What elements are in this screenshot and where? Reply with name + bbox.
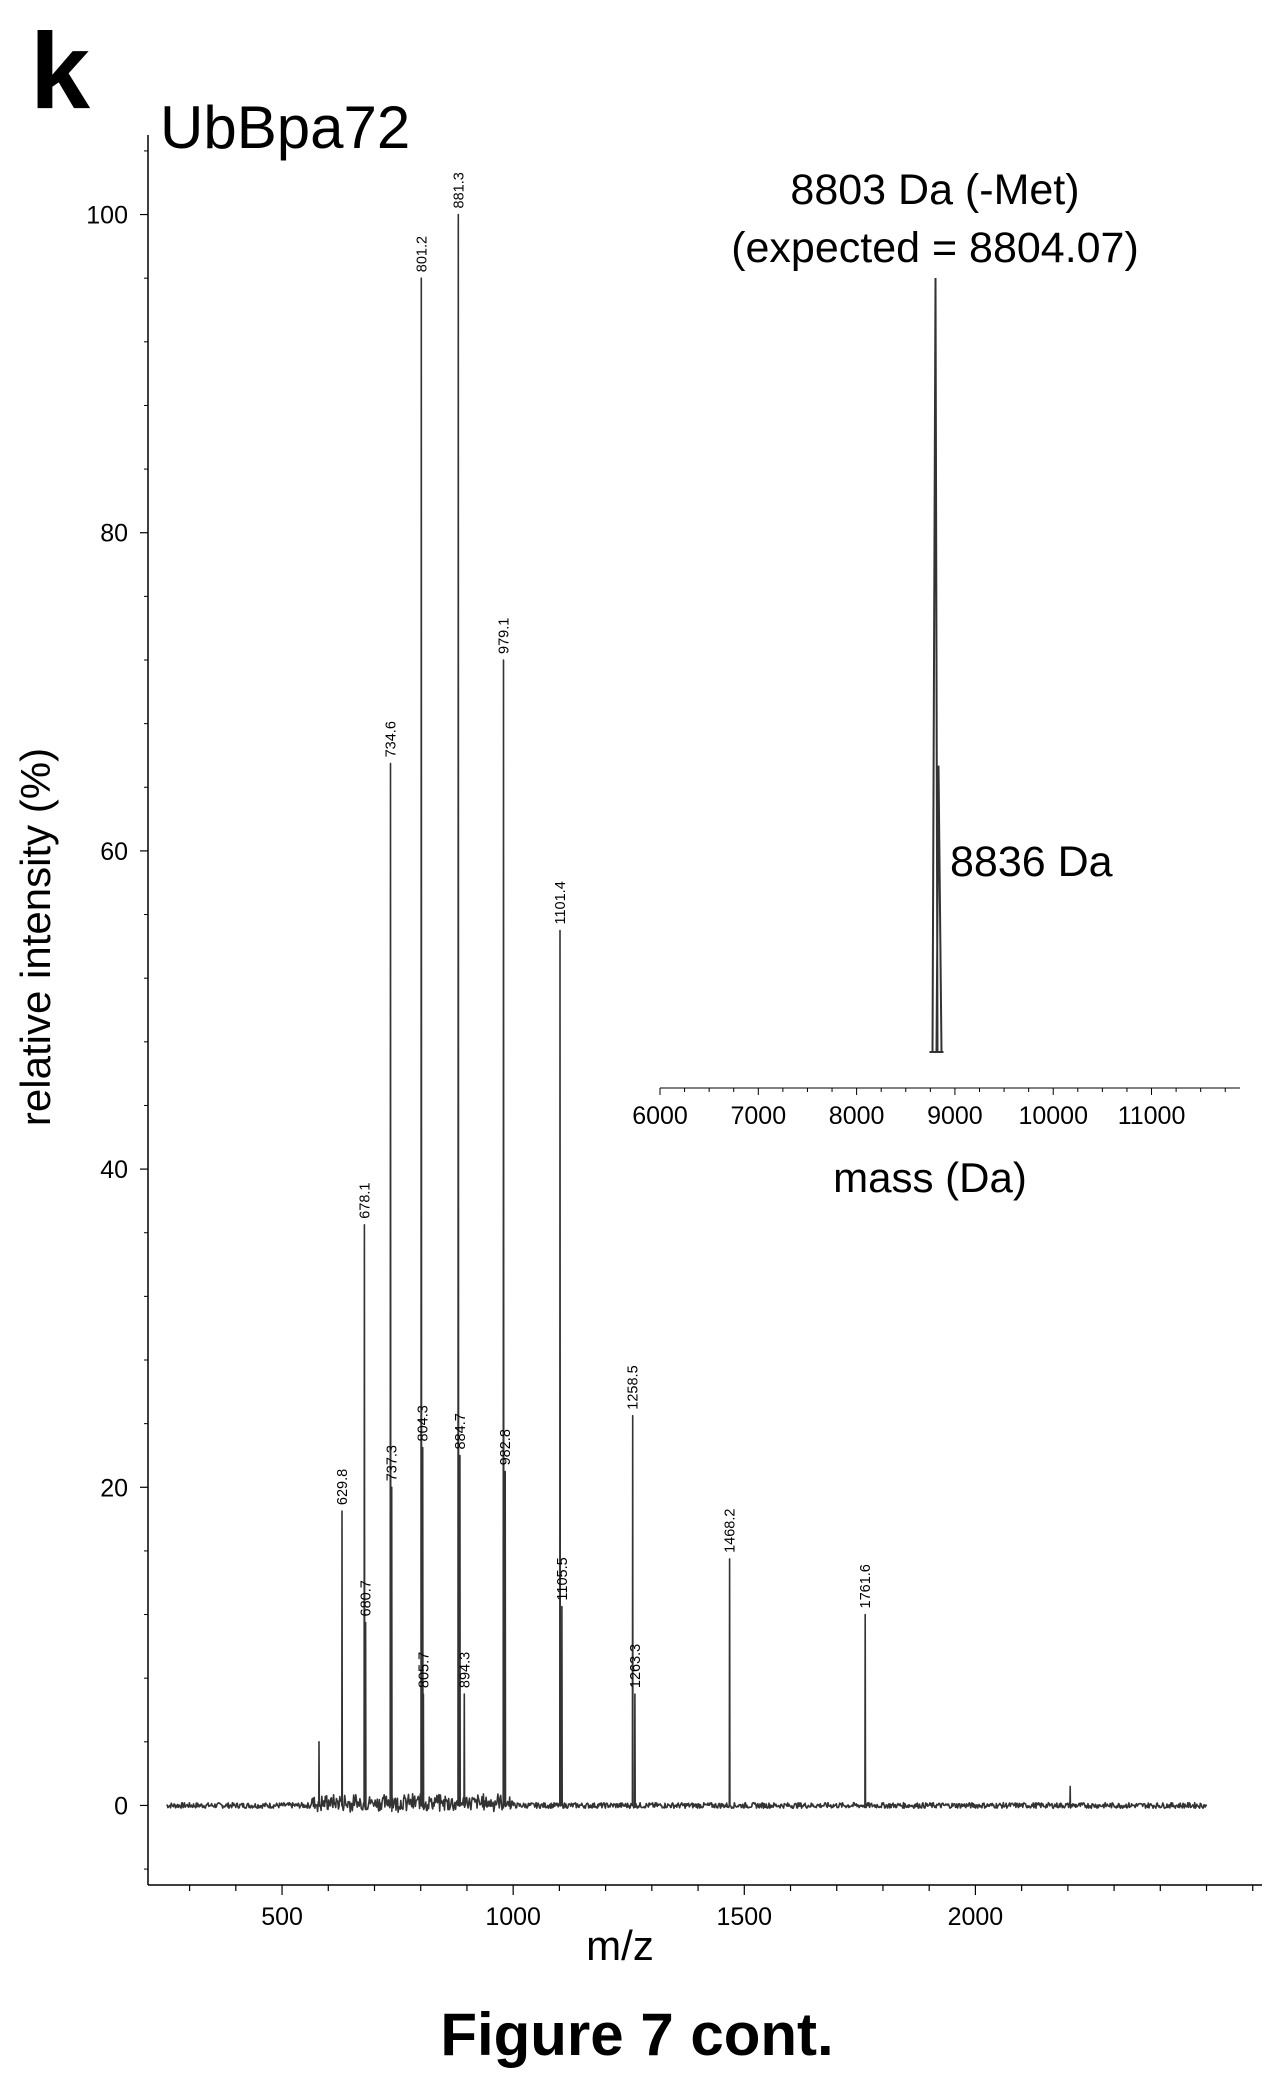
peak-label: 629.8 (335, 1469, 351, 1505)
peak-label: 894.3 (457, 1652, 473, 1688)
x-tick-label: 1500 (716, 1903, 772, 1931)
peak-label: 801.2 (414, 236, 430, 272)
x-tick-label: 500 (261, 1903, 303, 1931)
peak-label: 881.3 (451, 172, 467, 208)
y-tick-label: 60 (100, 838, 128, 866)
main-axis-ticks: 500 1000 1500 2000 0 20 40 60 80 100 (86, 150, 1254, 1931)
peak-label: 680.7 (359, 1580, 375, 1616)
peak-label: 1258.5 (626, 1365, 642, 1409)
inset-tick-label: 6000 (632, 1102, 688, 1130)
inset-tick-label: 7000 (730, 1102, 786, 1130)
panel-letter: k (30, 10, 91, 131)
y-tick-label: 0 (114, 1792, 128, 1820)
peak-label: 884.7 (453, 1413, 469, 1449)
inset-tick-label: 9000 (927, 1102, 983, 1130)
chart-title: UbBpa72 (160, 94, 410, 161)
inset-x-axis-title: mass (Da) (833, 1154, 1027, 1201)
annotation-main-mass: 8803 Da (-Met) (790, 166, 1079, 214)
inset-peak-trace (929, 277, 944, 1053)
peak-labels: 629.8 678.1 680.7 734.6 737.3 801.2 804.3 805.7… (335, 172, 874, 1688)
peak-label: 1101.4 (553, 881, 569, 924)
y-tick-label: 80 (100, 520, 128, 548)
deconvoluted-mass-inset: 6000 7000 8000 9000 10000 11000 8803 Da (-Met… (632, 166, 1240, 1201)
peak-label: 1761.6 (858, 1564, 874, 1608)
peak-label: 805.7 (416, 1652, 432, 1688)
x-tick-label: 1000 (485, 1903, 541, 1931)
annotation-expected-mass: (expected = 8804.07) (731, 224, 1139, 272)
y-tick-label: 40 (100, 1156, 128, 1184)
main-axes (147, 135, 1262, 1886)
peak-label: 979.1 (497, 618, 513, 654)
peak-label: 982.8 (498, 1429, 514, 1465)
peak-label: 1105.5 (555, 1557, 571, 1600)
peak-label: 734.6 (384, 721, 400, 757)
mass-spectrum-trace (166, 213, 1208, 1813)
x-axis-title: m/z (586, 1922, 654, 1969)
annotation-adduct-mass: 8836 Da (950, 838, 1113, 886)
figure-caption: Figure 7 cont. (440, 2001, 833, 2068)
inset-tick-label: 10000 (1018, 1102, 1088, 1130)
inset-axis-ticks: 6000 7000 8000 9000 10000 11000 (632, 1088, 1226, 1130)
y-tick-label: 20 (100, 1474, 128, 1502)
x-tick-label: 2000 (948, 1903, 1004, 1931)
peak-label: 804.3 (416, 1405, 432, 1441)
inset-peaks (929, 277, 944, 1053)
peak-label: 678.1 (357, 1183, 373, 1219)
y-axis-title: relative intensity (%) (12, 748, 59, 1126)
y-tick-label: 100 (86, 202, 128, 230)
inset-tick-label: 11000 (1118, 1102, 1186, 1130)
peak-label: 1263.3 (628, 1644, 644, 1688)
inset-tick-label: 8000 (829, 1102, 885, 1130)
peak-label: 737.3 (385, 1445, 401, 1481)
peak-label: 1468.2 (723, 1509, 739, 1553)
